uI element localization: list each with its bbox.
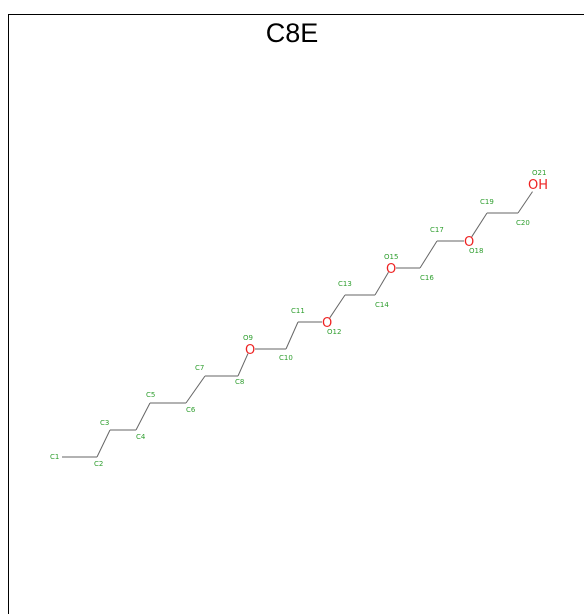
atom-label-c8: C8 [235, 378, 244, 386]
atom-label-c3: C3 [100, 419, 109, 427]
bond-c6-c7 [185, 375, 206, 404]
atom-label-c13: C13 [338, 280, 352, 288]
atom-label-o9: O9 [243, 334, 253, 342]
atom-label-c6: C6 [186, 406, 196, 414]
hydroxyl-label: OH [528, 178, 548, 193]
atom-label-c16: C16 [420, 274, 434, 282]
atom-label-c1: C1 [50, 453, 59, 461]
bond-c2-c3 [96, 429, 111, 458]
oxygen-symbol-o12: O [322, 316, 332, 331]
bond-c10-c11 [285, 321, 299, 350]
atom-label-o18: O18 [469, 247, 483, 255]
atom-label-c14: C14 [375, 301, 389, 309]
molecule-diagram: O O O O OH C1 C2 C3 C4 C5 C6 C7 C8 O9 C10 C11 O12 C13 C14 O… [50, 169, 548, 468]
atom-label-o21: O21 [532, 169, 546, 177]
atom-label-c10: C10 [279, 354, 293, 362]
atom-label-o12: O12 [327, 328, 341, 336]
atom-label-c4: C4 [136, 433, 146, 441]
diagram-frame [8, 14, 584, 614]
atom-label-c17: C17 [430, 226, 444, 234]
oxygen-symbol-o9: O [245, 343, 255, 358]
bond-o12-c13 [329, 294, 346, 319]
atom-label-c20: C20 [516, 219, 530, 227]
bond-c8-o9 [237, 353, 249, 377]
oxygen-symbol-o18: O [464, 235, 474, 250]
atom-label-c2: C2 [94, 460, 103, 468]
bond-c20-o21 [517, 191, 533, 214]
atom-label-c11: C11 [291, 307, 305, 315]
oxygen-symbol-o15: O [386, 262, 396, 277]
atom-label-o15: O15 [384, 253, 398, 261]
bond-c16-c17 [419, 240, 438, 269]
bond-c4-c5 [135, 402, 151, 431]
molecule-title: C8E [265, 18, 319, 48]
atom-label-c7: C7 [195, 364, 204, 372]
atom-label-c5: C5 [146, 391, 155, 399]
bond-o18-c19 [471, 212, 488, 238]
bond-c14-o15 [374, 272, 389, 296]
atom-label-c19: C19 [480, 198, 494, 206]
